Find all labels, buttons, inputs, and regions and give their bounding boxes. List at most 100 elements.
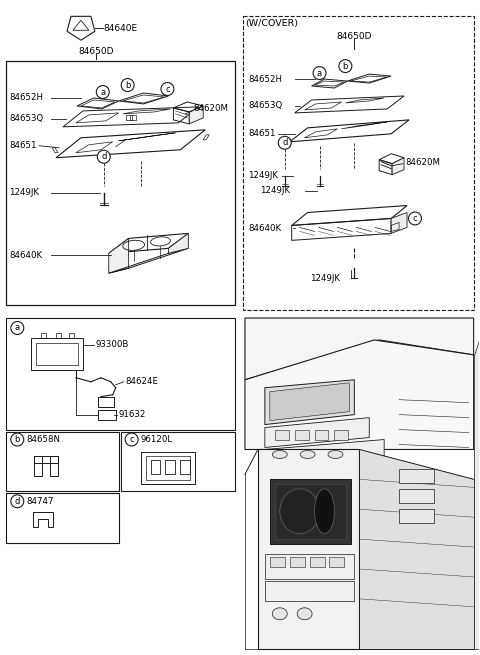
Text: 84652H: 84652H bbox=[9, 94, 43, 102]
Text: c: c bbox=[129, 435, 134, 444]
Polygon shape bbox=[474, 340, 479, 648]
Text: 84624E: 84624E bbox=[126, 377, 159, 386]
Bar bbox=[295, 430, 309, 440]
Bar bbox=[270, 557, 285, 567]
Bar bbox=[290, 557, 305, 567]
Bar bbox=[98, 397, 114, 407]
Text: b: b bbox=[125, 81, 131, 90]
Bar bbox=[399, 470, 434, 483]
Text: a: a bbox=[100, 88, 106, 96]
Bar bbox=[69, 333, 74, 338]
Bar bbox=[314, 430, 328, 440]
Bar bbox=[34, 457, 58, 464]
Bar bbox=[6, 318, 235, 430]
Bar bbox=[243, 16, 474, 310]
Bar bbox=[310, 557, 324, 567]
Circle shape bbox=[278, 136, 291, 149]
Text: d: d bbox=[14, 496, 20, 506]
Text: 93300B: 93300B bbox=[96, 341, 129, 349]
Polygon shape bbox=[270, 479, 351, 544]
Bar bbox=[34, 457, 42, 476]
Text: a: a bbox=[317, 69, 322, 77]
Bar bbox=[265, 581, 354, 601]
Bar bbox=[56, 333, 61, 338]
Bar bbox=[141, 453, 195, 484]
Bar bbox=[6, 432, 119, 491]
Text: 1249JK: 1249JK bbox=[310, 274, 339, 283]
Text: 84651: 84651 bbox=[9, 141, 37, 150]
Text: 84640K: 84640K bbox=[248, 224, 281, 233]
Bar bbox=[120, 432, 235, 491]
Text: 84650D: 84650D bbox=[78, 47, 114, 56]
Text: 84653Q: 84653Q bbox=[9, 115, 44, 123]
Text: 1249JK: 1249JK bbox=[248, 171, 278, 180]
Bar bbox=[6, 61, 235, 305]
Polygon shape bbox=[258, 449, 360, 648]
Circle shape bbox=[161, 83, 174, 96]
Polygon shape bbox=[275, 484, 347, 539]
Polygon shape bbox=[168, 233, 188, 253]
Ellipse shape bbox=[297, 608, 312, 620]
Bar bbox=[145, 457, 190, 480]
Polygon shape bbox=[265, 380, 354, 424]
Text: 84620M: 84620M bbox=[405, 159, 440, 167]
Bar bbox=[31, 338, 83, 370]
Polygon shape bbox=[391, 212, 407, 233]
Circle shape bbox=[96, 86, 109, 98]
Text: b: b bbox=[14, 435, 20, 444]
Ellipse shape bbox=[280, 489, 320, 534]
Bar bbox=[265, 554, 354, 579]
Circle shape bbox=[11, 433, 24, 446]
Circle shape bbox=[11, 495, 24, 508]
Bar bbox=[151, 460, 160, 474]
Polygon shape bbox=[360, 449, 474, 648]
Polygon shape bbox=[265, 440, 384, 468]
Ellipse shape bbox=[314, 489, 335, 534]
Polygon shape bbox=[189, 106, 203, 124]
Text: c: c bbox=[165, 84, 170, 94]
Circle shape bbox=[97, 150, 110, 163]
Circle shape bbox=[313, 67, 326, 79]
Text: 84658N: 84658N bbox=[26, 435, 60, 444]
Ellipse shape bbox=[328, 451, 343, 458]
Text: 84640E: 84640E bbox=[104, 24, 138, 33]
Ellipse shape bbox=[272, 608, 287, 620]
Text: c: c bbox=[413, 214, 417, 223]
Text: d: d bbox=[282, 138, 288, 147]
Circle shape bbox=[11, 322, 24, 335]
Text: 1249JK: 1249JK bbox=[260, 186, 290, 195]
Text: 84652H: 84652H bbox=[248, 75, 282, 84]
Polygon shape bbox=[270, 383, 349, 421]
Polygon shape bbox=[109, 238, 129, 273]
Text: 84650D: 84650D bbox=[336, 31, 372, 41]
Bar bbox=[166, 460, 175, 474]
Bar bbox=[180, 460, 190, 474]
Polygon shape bbox=[245, 318, 474, 380]
Bar bbox=[399, 489, 434, 503]
Text: d: d bbox=[101, 152, 107, 161]
Text: 84640K: 84640K bbox=[9, 251, 42, 260]
Bar bbox=[399, 509, 434, 523]
Circle shape bbox=[125, 433, 138, 446]
Polygon shape bbox=[245, 340, 474, 449]
Polygon shape bbox=[265, 418, 369, 447]
Circle shape bbox=[121, 79, 134, 92]
Bar bbox=[36, 343, 78, 365]
Circle shape bbox=[408, 212, 421, 225]
Text: 96120L: 96120L bbox=[141, 435, 173, 444]
Text: (W/COVER): (W/COVER) bbox=[245, 19, 298, 28]
Text: 1249JK: 1249JK bbox=[9, 188, 39, 197]
Bar bbox=[6, 493, 119, 543]
Polygon shape bbox=[392, 158, 404, 175]
Text: b: b bbox=[343, 62, 348, 71]
Text: 91632: 91632 bbox=[119, 410, 146, 419]
Circle shape bbox=[339, 60, 352, 73]
Ellipse shape bbox=[300, 451, 315, 458]
Text: 84651: 84651 bbox=[248, 129, 276, 138]
Text: 84747: 84747 bbox=[26, 496, 54, 506]
Bar bbox=[275, 430, 288, 440]
Bar bbox=[335, 430, 348, 440]
Bar bbox=[50, 457, 58, 476]
Text: 84653Q: 84653Q bbox=[248, 102, 282, 111]
Ellipse shape bbox=[272, 451, 287, 458]
